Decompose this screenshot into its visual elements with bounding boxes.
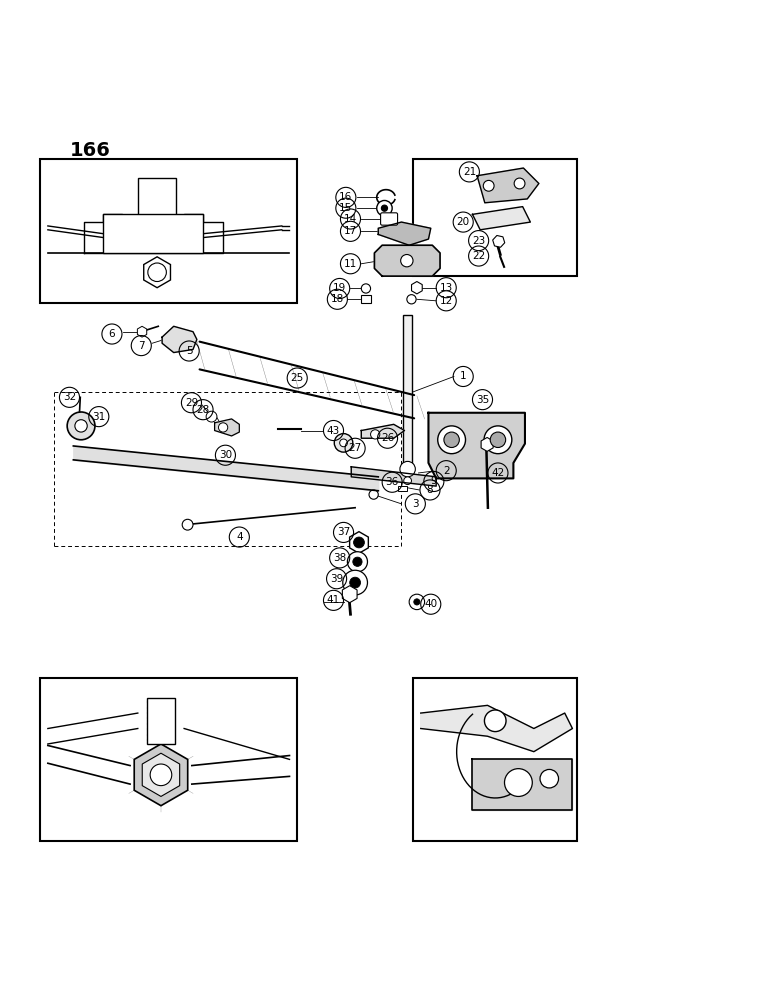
FancyBboxPatch shape: [40, 678, 297, 841]
Text: 37: 37: [337, 527, 350, 537]
Circle shape: [377, 200, 392, 216]
Text: 12: 12: [439, 296, 453, 306]
Text: 43: 43: [327, 426, 340, 436]
Circle shape: [340, 439, 347, 447]
Bar: [137, 178, 176, 218]
Text: 11: 11: [344, 259, 357, 269]
Circle shape: [540, 769, 558, 788]
Text: 3: 3: [412, 499, 418, 509]
Text: 29: 29: [185, 398, 198, 408]
Text: 31: 31: [92, 412, 106, 422]
Circle shape: [444, 432, 459, 448]
FancyArrowPatch shape: [199, 342, 415, 395]
Circle shape: [490, 432, 506, 448]
Circle shape: [404, 477, 411, 485]
Text: 38: 38: [333, 553, 347, 563]
Text: 9: 9: [431, 476, 437, 486]
Circle shape: [484, 426, 512, 454]
Polygon shape: [374, 245, 440, 276]
Circle shape: [182, 519, 193, 530]
Text: 8: 8: [427, 485, 433, 495]
Circle shape: [147, 263, 167, 282]
Circle shape: [350, 577, 361, 588]
Circle shape: [75, 420, 87, 432]
Circle shape: [414, 599, 420, 605]
Text: 2: 2: [443, 466, 449, 476]
Circle shape: [343, 570, 367, 595]
Polygon shape: [472, 759, 572, 810]
Text: 6: 6: [109, 329, 115, 339]
FancyBboxPatch shape: [413, 678, 577, 841]
Text: 39: 39: [330, 574, 344, 584]
Text: 4: 4: [236, 532, 242, 542]
Circle shape: [150, 764, 171, 786]
Circle shape: [401, 255, 413, 267]
Bar: [103, 214, 203, 253]
Text: 27: 27: [348, 443, 362, 453]
Circle shape: [347, 552, 367, 572]
Bar: [147, 698, 174, 744]
Text: 5: 5: [186, 346, 192, 356]
Text: 7: 7: [138, 341, 144, 351]
Text: 1: 1: [460, 371, 466, 381]
Text: 30: 30: [218, 450, 232, 460]
Circle shape: [438, 426, 466, 454]
Circle shape: [334, 434, 353, 452]
Polygon shape: [378, 222, 431, 245]
Circle shape: [67, 412, 95, 440]
Polygon shape: [215, 419, 239, 436]
Polygon shape: [428, 413, 525, 478]
Circle shape: [407, 295, 416, 304]
Bar: [403, 315, 412, 469]
Text: 36: 36: [385, 477, 399, 487]
Circle shape: [514, 178, 525, 189]
Text: 18: 18: [330, 294, 344, 304]
Bar: [398, 486, 407, 491]
Circle shape: [483, 180, 494, 191]
Circle shape: [369, 490, 378, 499]
Circle shape: [409, 594, 425, 610]
Circle shape: [354, 537, 364, 548]
Circle shape: [504, 769, 532, 796]
Text: 166: 166: [69, 141, 110, 160]
Text: 26: 26: [381, 433, 394, 443]
Circle shape: [206, 411, 217, 422]
Text: 23: 23: [472, 236, 486, 246]
Text: 35: 35: [476, 395, 489, 405]
Text: 42: 42: [491, 468, 505, 478]
Circle shape: [218, 423, 228, 432]
Text: 25: 25: [290, 373, 304, 383]
Text: 16: 16: [339, 192, 353, 202]
Circle shape: [400, 461, 415, 477]
Text: 19: 19: [333, 283, 347, 293]
FancyBboxPatch shape: [40, 159, 297, 303]
Circle shape: [484, 710, 506, 732]
Text: 40: 40: [424, 599, 438, 609]
Bar: [361, 295, 371, 303]
FancyBboxPatch shape: [413, 159, 577, 276]
Text: 21: 21: [462, 167, 476, 177]
Circle shape: [361, 284, 371, 293]
FancyBboxPatch shape: [381, 213, 398, 225]
Polygon shape: [361, 424, 405, 438]
Text: 17: 17: [344, 226, 357, 236]
Polygon shape: [162, 326, 197, 353]
Text: 14: 14: [344, 214, 357, 224]
Text: 15: 15: [339, 203, 353, 213]
Text: 32: 32: [63, 392, 76, 402]
FancyArrowPatch shape: [200, 369, 414, 418]
Polygon shape: [351, 467, 436, 486]
Circle shape: [371, 430, 380, 439]
Text: 13: 13: [439, 283, 453, 293]
Text: 20: 20: [456, 217, 470, 227]
Polygon shape: [421, 705, 572, 752]
Circle shape: [381, 205, 388, 211]
Text: 22: 22: [472, 251, 486, 261]
Circle shape: [353, 557, 362, 566]
Polygon shape: [477, 168, 539, 203]
Text: 41: 41: [327, 595, 340, 605]
Text: 28: 28: [196, 405, 210, 415]
Polygon shape: [472, 207, 530, 230]
